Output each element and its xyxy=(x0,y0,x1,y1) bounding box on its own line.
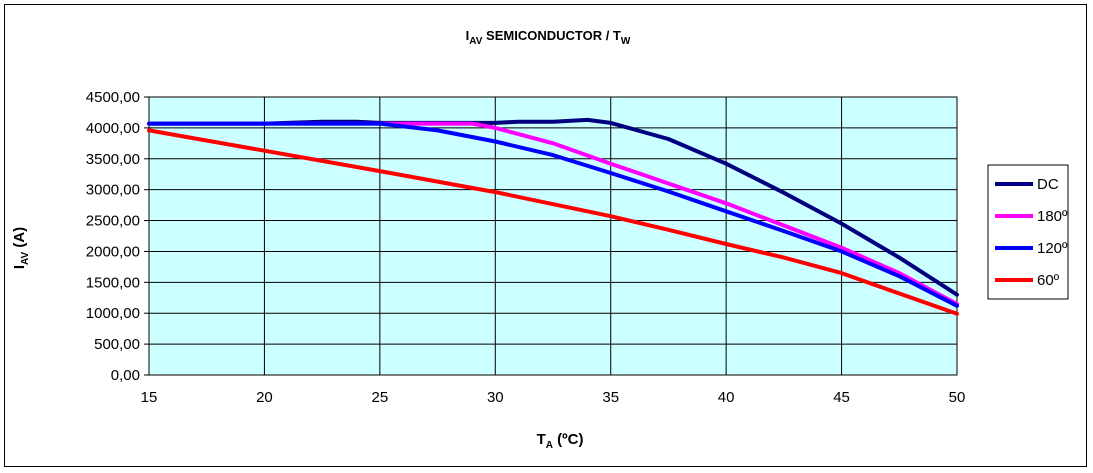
y-tick-label: 2000,00 xyxy=(86,243,140,260)
x-tick-label: 35 xyxy=(602,389,619,406)
y-tick-label: 0,00 xyxy=(111,367,140,384)
x-tick-label: 45 xyxy=(833,389,850,406)
x-tick-label: 15 xyxy=(141,389,158,406)
y-tick-label: 4000,00 xyxy=(86,120,140,137)
x-tick-label: 40 xyxy=(718,389,735,406)
y-axis-title: IAV (A) xyxy=(11,227,31,269)
vertical-gridlines xyxy=(148,97,958,375)
x-tick-label: 25 xyxy=(372,389,389,406)
plot-area xyxy=(148,96,958,376)
x-tick-labels: 15 20 25 30 35 40 45 50 xyxy=(141,389,966,406)
legend-label-2: 120º xyxy=(1037,240,1068,257)
x-axis-title: TA (ºC) xyxy=(537,431,584,451)
x-tick-label: 20 xyxy=(256,389,273,406)
y-tick-label: 3500,00 xyxy=(86,151,140,168)
y-tick-labels: 0,00 500,00 1000,00 1500,00 2000,00 2500,00 30… xyxy=(86,89,140,384)
series-line-3 xyxy=(147,128,959,316)
series-line-2 xyxy=(147,121,959,308)
legend: DC 180º 120º 60º xyxy=(987,164,1069,300)
x-tick-label: 30 xyxy=(487,389,504,406)
legend-box xyxy=(987,164,1069,300)
x-tick-label: 50 xyxy=(949,389,966,406)
legend-label-1: 180º xyxy=(1037,208,1068,225)
y-tick-label: 500,00 xyxy=(94,336,140,353)
y-tick-label: 2500,00 xyxy=(86,213,140,230)
y-tick-label: 1000,00 xyxy=(86,305,140,322)
chart-title: IAV SEMICONDUCTOR / TW xyxy=(466,28,631,47)
y-tick-label: 1500,00 xyxy=(86,274,140,291)
horizontal-gridlines xyxy=(144,96,957,376)
legend-label-3: 60º xyxy=(1037,272,1060,289)
series-lines xyxy=(147,117,959,316)
y-tick-label: 4500,00 xyxy=(86,89,140,106)
y-tick-label: 3000,00 xyxy=(86,182,140,199)
legend-label-0: DC xyxy=(1037,176,1059,193)
